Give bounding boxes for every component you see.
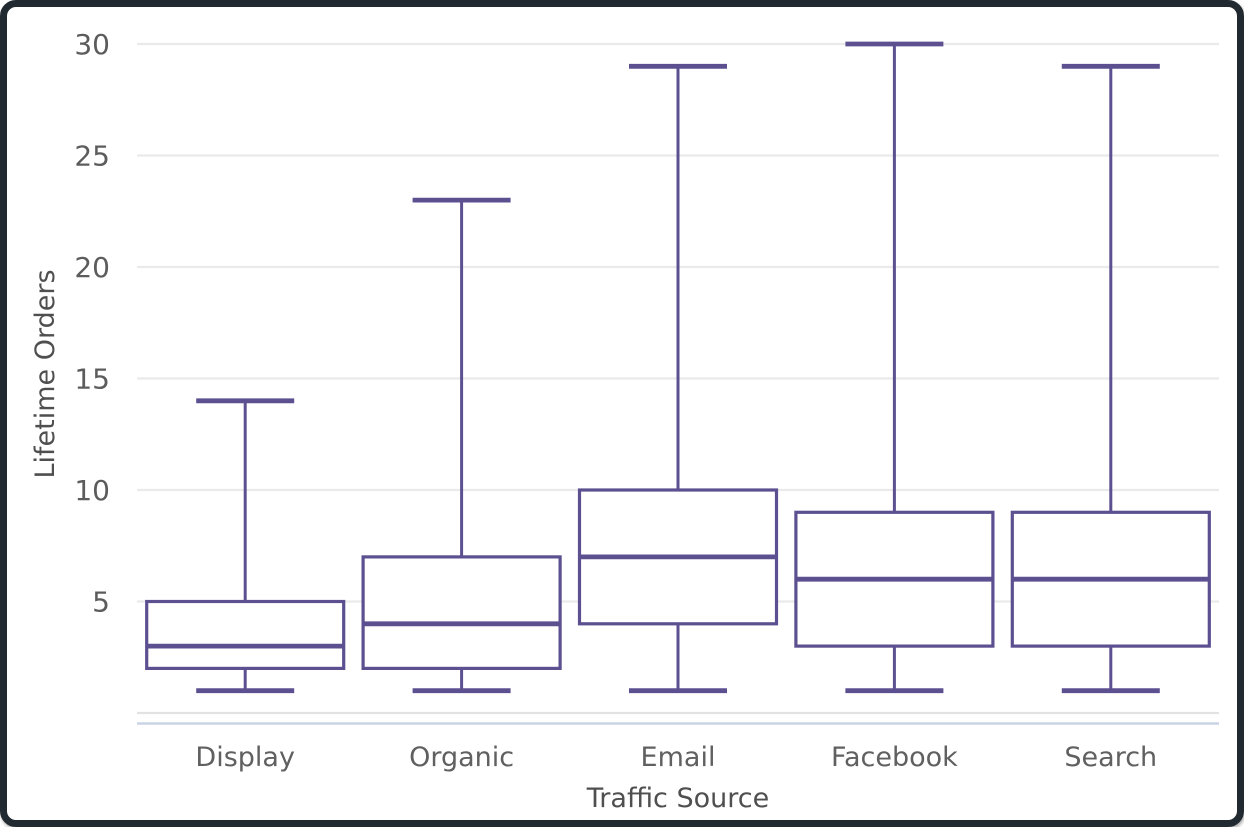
iqr-box (361, 555, 562, 671)
x-axis-title: Traffic Source (586, 783, 769, 814)
box-display (145, 398, 346, 694)
y-tick-label: 10 (74, 474, 110, 507)
category-label-search: Search (1064, 742, 1157, 773)
y-tick-label: 15 (74, 362, 110, 395)
category-label-email: Email (641, 742, 716, 773)
y-axis-title: Lifetime Orders (30, 269, 61, 478)
box-search (1010, 63, 1211, 694)
x-category-labels: Display Organic Email Facebook Search (195, 742, 1157, 773)
y-tick-label: 25 (74, 139, 110, 172)
box-email (577, 63, 779, 694)
y-tick-labels: 5 10 15 20 25 30 (74, 28, 110, 618)
box-series (145, 41, 1211, 694)
category-label-organic: Organic (409, 742, 514, 773)
y-tick-label: 20 (74, 251, 110, 284)
category-label-facebook: Facebook (831, 742, 958, 773)
iqr-box (145, 599, 346, 671)
box-organic (361, 197, 562, 694)
category-label-display: Display (195, 742, 295, 773)
y-tick-label: 5 (92, 585, 110, 618)
box-facebook (794, 41, 995, 694)
y-tick-label: 30 (74, 28, 110, 61)
axis-lines (137, 711, 1219, 725)
